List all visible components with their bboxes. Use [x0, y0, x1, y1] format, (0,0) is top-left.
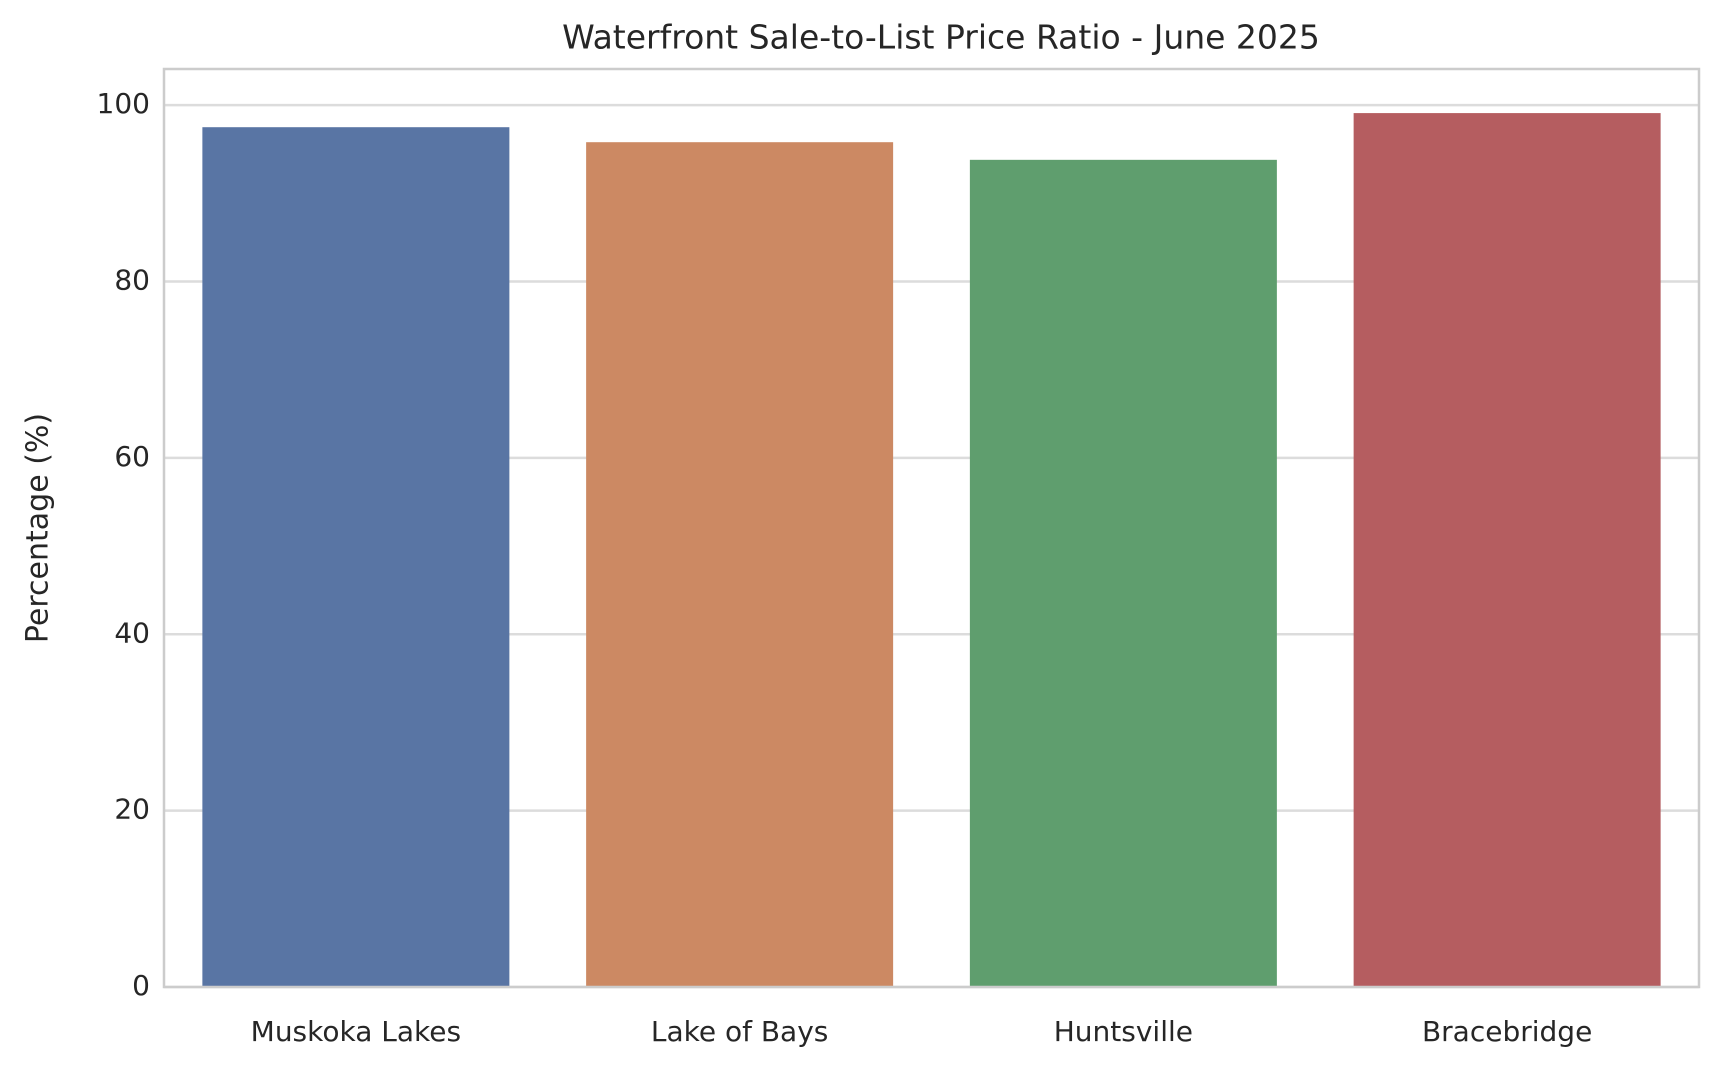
bar	[1353, 113, 1661, 987]
y-tick-label: 40	[114, 616, 150, 649]
y-axis-label: Percentage (%)	[21, 413, 56, 643]
y-tick-label: 20	[114, 793, 150, 826]
x-tick-label: Lake of Bays	[651, 1015, 829, 1048]
axes-frame	[162, 67, 1701, 989]
bar	[202, 127, 510, 988]
x-tick-label: Muskoka Lakes	[251, 1015, 461, 1048]
bar	[586, 142, 894, 987]
bar	[969, 159, 1277, 988]
y-tick-label: 60	[114, 440, 150, 473]
x-tick-label: Huntsville	[1054, 1015, 1193, 1048]
chart-title: Waterfront Sale-to-List Price Ratio - Ju…	[562, 18, 1320, 57]
y-tick-label: 100	[97, 87, 150, 120]
x-tick-label: Bracebridge	[1422, 1015, 1592, 1048]
y-tick-label: 80	[114, 264, 150, 297]
y-tick-label: 0	[132, 969, 150, 1002]
